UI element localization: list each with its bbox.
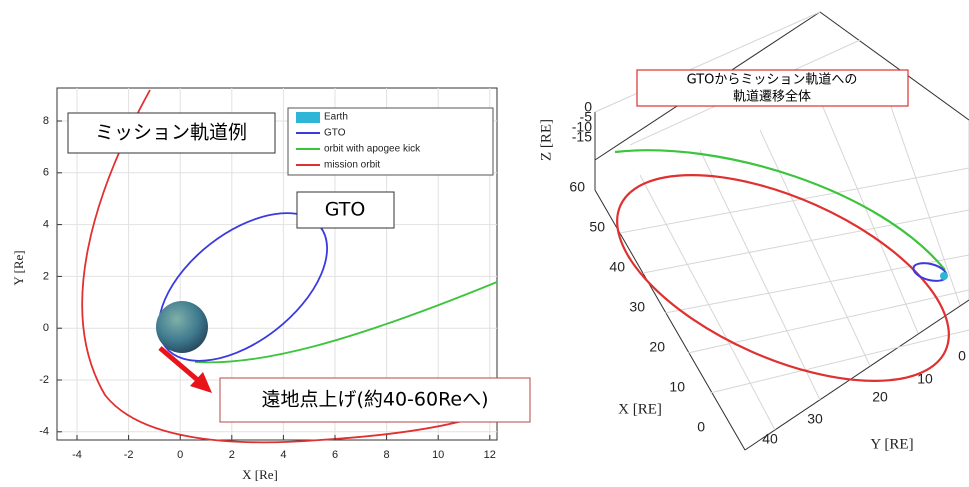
callout-text: GTOからミッション軌道への	[687, 72, 858, 88]
y-axis-label: Y [Re]	[11, 250, 26, 285]
y-tick-label: 0	[43, 322, 49, 334]
legend-entry: mission orbit	[324, 160, 380, 171]
earth	[940, 272, 948, 280]
mission-orbit	[588, 133, 969, 424]
y-tick-label: 20	[872, 389, 888, 405]
x-tick-label: -2	[124, 449, 134, 461]
y-tick-label: 0	[958, 348, 966, 364]
z-axis-label: Z [RE]	[538, 119, 554, 161]
y-tick-label: 4	[43, 219, 49, 231]
x-tick-label: 60	[569, 179, 585, 195]
gto-box-text: GTO	[325, 199, 366, 221]
x-tick-label: 20	[649, 339, 665, 355]
y-axis-label: Y [RE]	[870, 436, 913, 452]
z-tick-label: -15	[572, 129, 592, 145]
slide: Earth GTO orbit with apogee kick mission…	[0, 0, 969, 487]
arrow-label-text: 遠地点上げ(約40-60Reへ)	[261, 389, 488, 411]
legend-swatch	[296, 112, 320, 123]
earth	[156, 301, 208, 353]
x-tick-label: -4	[72, 449, 82, 461]
x-tick-label: 30	[629, 299, 645, 315]
y-tick-label: 6	[43, 167, 49, 179]
legend-entry: GTO	[324, 128, 346, 139]
y-tick-label: 30	[807, 411, 823, 427]
x-tick-label: 0	[177, 449, 183, 461]
x-tick-label: 8	[384, 449, 390, 461]
x-tick-label: 50	[589, 219, 605, 235]
x-tick-label: 10	[432, 449, 444, 461]
left-plot: Earth GTO orbit with apogee kick mission…	[11, 88, 530, 482]
legend: Earth GTO orbit with apogee kick mission…	[288, 108, 493, 175]
callout-text: 軌道遷移全体	[733, 89, 811, 105]
right-plot: GTOからミッション軌道への 軌道遷移全体 Z [RE] X [RE] Y [R…	[538, 12, 969, 452]
x-tick-label: 40	[609, 259, 625, 275]
x-tick-label: 2	[229, 449, 235, 461]
x-tick-label: 6	[332, 449, 338, 461]
legend-entry: orbit with apogee kick	[324, 144, 421, 155]
legend-entry: Earth	[324, 112, 348, 123]
y-tick-label: 2	[43, 270, 49, 282]
title-box-text: ミッション軌道例	[95, 122, 247, 144]
x-axis-label: X [Re]	[242, 467, 278, 482]
x-tick-label: 4	[280, 449, 286, 461]
y-tick-label: -2	[39, 374, 49, 386]
y-tick-label: 8	[43, 115, 49, 127]
x-tick-label: 0	[697, 419, 705, 435]
y-tick-label: 40	[762, 431, 778, 447]
y-tick-label: -4	[39, 426, 49, 438]
x-tick-label: 12	[484, 449, 496, 461]
x-tick-label: 10	[669, 379, 685, 395]
x-axis-label: X [RE]	[618, 401, 662, 417]
y-tick-label: 10	[917, 371, 933, 387]
